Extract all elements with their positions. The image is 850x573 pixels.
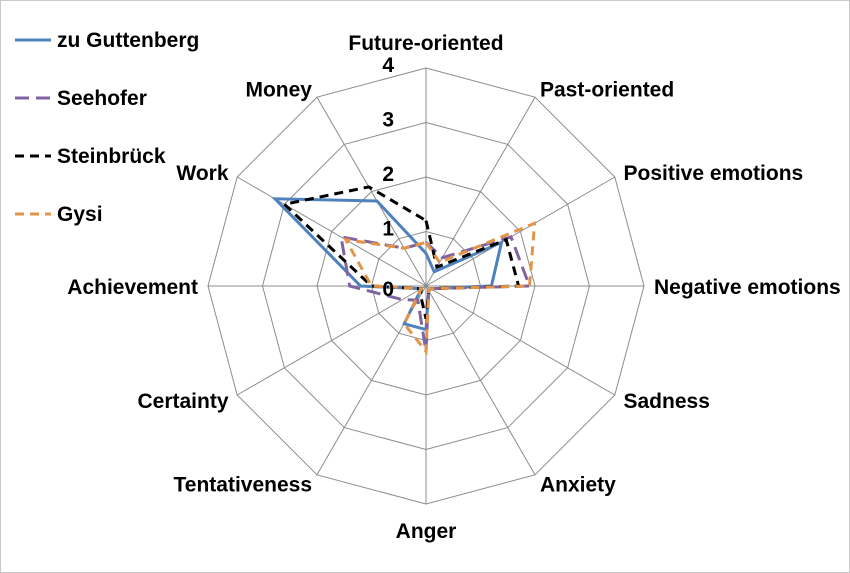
legend: zu Guttenberg Seehofer Steinbrück Gysi [15,29,199,226]
legend-label: Seehofer [57,87,147,110]
category-label: Future-oriented [348,32,503,55]
radial-tick-labels: 0 1 2 3 4 [382,54,394,301]
tick-label: 1 [382,218,394,241]
grid-spoke [425,285,536,476]
grid-spoke [236,285,427,396]
grid-spoke [425,285,616,396]
category-label: Sadness [624,390,710,413]
radar-series [271,185,537,356]
tick-label: 4 [382,54,394,77]
category-label: Anger [396,520,457,543]
category-label: Achievement [67,276,198,299]
radar-grid [207,67,645,505]
grid-spoke [425,96,536,287]
category-label: Negative emotions [654,276,841,299]
tick-label: 3 [382,109,394,132]
series-line-3 [343,220,537,356]
tick-label: 0 [382,278,394,301]
legend-label: Gysi [57,203,103,226]
category-label: Past-oriented [540,79,674,102]
legend-label: Steinbrück [57,145,166,168]
category-label: Tentativeness [174,474,313,497]
grid-spoke [425,176,616,287]
tick-label: 2 [382,163,394,186]
category-label: Certainty [137,390,228,413]
legend-label: zu Guttenberg [57,29,199,52]
category-label: Positive emotions [624,162,804,185]
series-line-1 [339,235,532,352]
grid-spoke [316,96,427,287]
category-label: Work [176,162,228,185]
category-label: Anxiety [540,474,616,497]
category-labels: Future-oriented Past-oriented Positive emo… [67,32,840,543]
grid-spoke [236,176,427,287]
category-label: Money [245,79,312,102]
